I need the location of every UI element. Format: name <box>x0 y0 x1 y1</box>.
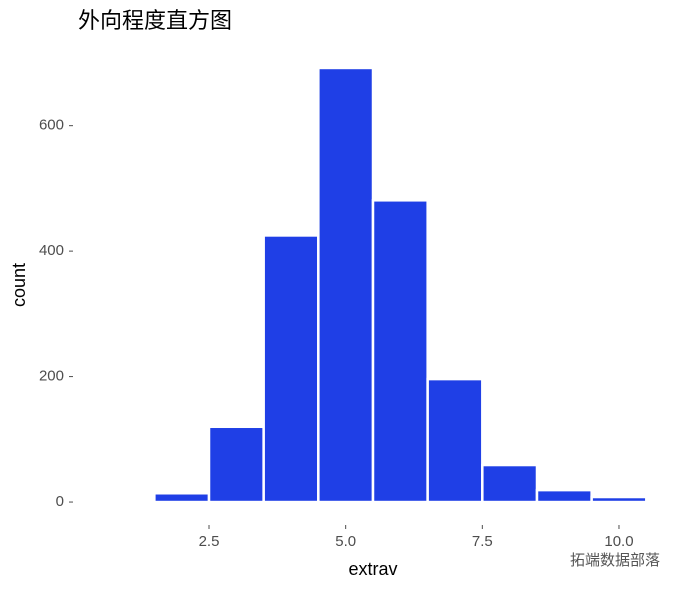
bar <box>98 498 156 504</box>
y-tick-label: 0 <box>56 493 64 510</box>
bar <box>371 199 429 504</box>
bar <box>481 463 539 504</box>
bar <box>262 234 320 504</box>
bar <box>207 425 265 504</box>
bar <box>535 488 593 504</box>
x-tick-label: 10.0 <box>604 533 633 550</box>
x-tick-label: 7.5 <box>472 533 493 550</box>
x-axis-label: extrav <box>348 559 397 579</box>
watermark: 拓端数据部落 <box>570 552 660 569</box>
bar <box>153 492 211 504</box>
x-tick-label: 2.5 <box>199 533 220 550</box>
y-axis-label: count <box>9 263 29 307</box>
chart-title: 外向程度直方图 <box>78 9 232 34</box>
y-tick-label: 400 <box>39 242 64 259</box>
y-tick-label: 200 <box>39 368 64 385</box>
y-tick-label: 600 <box>39 117 64 134</box>
bar <box>426 377 484 504</box>
bar <box>317 66 375 504</box>
x-tick-label: 5.0 <box>335 533 356 550</box>
bar <box>590 495 648 504</box>
